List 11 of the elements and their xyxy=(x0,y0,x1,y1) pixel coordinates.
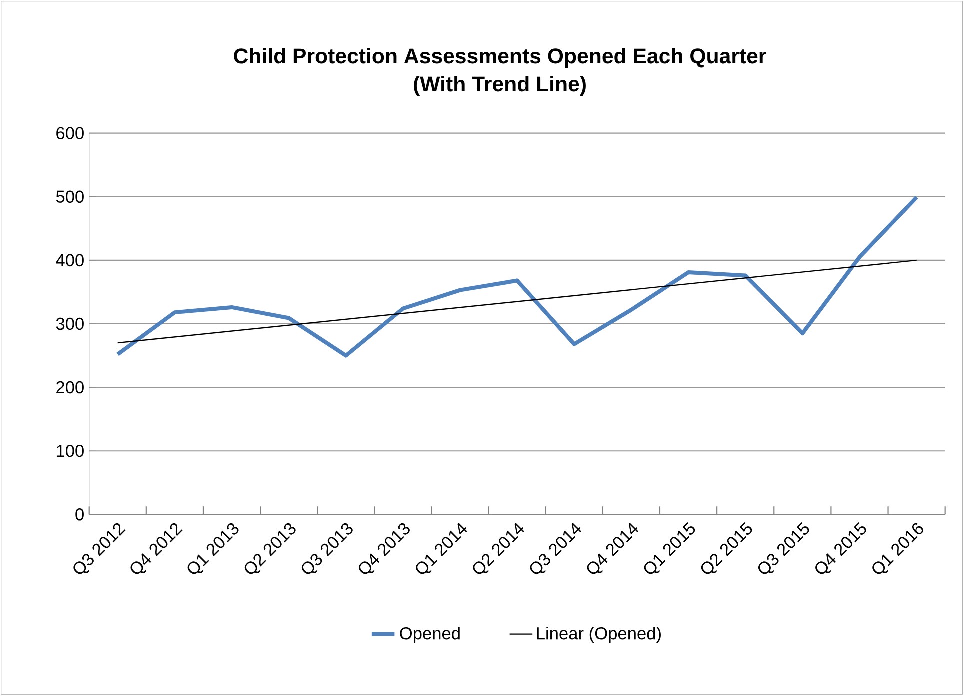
legend-label: Linear (Opened) xyxy=(537,627,661,644)
y-tick-label: 600 xyxy=(56,127,84,140)
y-tick-label: 200 xyxy=(56,381,84,394)
legend-label: Opened xyxy=(400,627,460,644)
y-tick-label: 0 xyxy=(76,508,84,521)
y-tick-label: 500 xyxy=(56,190,84,204)
y-tick-label: 300 xyxy=(56,318,84,330)
chart-title: Child Protection Assessments Opened Each Quarter (With Trend Line) xyxy=(234,48,766,96)
line-series xyxy=(116,196,919,358)
y-tick-label: 400 xyxy=(56,254,84,267)
y-tick-label: 100 xyxy=(57,444,84,458)
